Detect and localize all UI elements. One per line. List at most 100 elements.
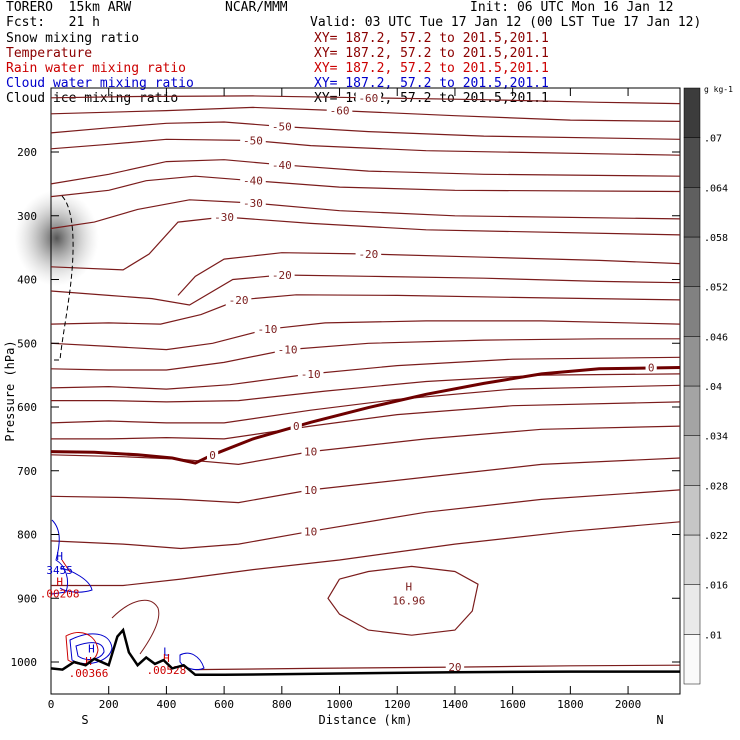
temperature-contour — [50, 489, 681, 550]
axes: 0 200 400 600 800 1000 1200 1400 1600 1800 2000200… — [3, 88, 680, 727]
field-name-rain: Rain water mixing ratio — [6, 61, 187, 76]
x-tick-label: 800 — [272, 698, 292, 711]
colorbar-segment — [683, 236, 701, 287]
center-title: NCAR/MMM — [225, 0, 288, 15]
temperature-contour — [111, 599, 160, 655]
colorbar-segment — [683, 584, 701, 635]
temperature-contour-label: -10 — [278, 344, 298, 357]
y-tick-label: 400 — [17, 274, 37, 287]
temperature-contour-label-bg — [211, 210, 237, 224]
rain-water-contour — [61, 559, 71, 573]
temperature-contour — [50, 320, 681, 351]
temperature-contour — [50, 216, 681, 271]
temperature-contour — [50, 384, 681, 424]
temperature-contours: -60-60-50-50-40-40-30-30-20-20-20-10-10-… — [50, 90, 681, 674]
field-name-cloud-water: Cloud water mixing ratio — [6, 76, 194, 91]
temperature-contour-label: 10 — [304, 446, 317, 459]
temperature-contour-label: -20 — [272, 269, 292, 282]
temperature-contour-label-bg — [301, 524, 320, 538]
temperature-contour-label-bg — [240, 196, 266, 209]
ice-shade-area — [14, 190, 99, 287]
temperature-contour-label: -40 — [272, 159, 292, 172]
y-tick-label: 1000 — [11, 656, 38, 669]
y-tick-label: 600 — [17, 401, 37, 414]
temperature-contour — [50, 138, 681, 156]
temperature-contour-label-bg — [297, 366, 324, 380]
colorbar-unit: g kg-1 — [704, 85, 733, 94]
temperature-contour-label: -50 — [243, 135, 263, 148]
temperature-contour-label: -30 — [214, 211, 234, 224]
temperature-contour-label-bg — [274, 342, 301, 356]
temperature-contour — [50, 274, 681, 306]
ice-shading — [14, 190, 99, 287]
x-tick-label: 2000 — [615, 698, 642, 711]
temperature-contour-label-bg — [269, 119, 295, 133]
freezing-level-label-bg — [645, 360, 657, 374]
colorbar-segment — [683, 385, 701, 436]
terrain — [50, 627, 680, 677]
init-time: Init: 06 UTC Mon 16 Jan 12 — [470, 0, 674, 15]
field-xy-snow: XY= 187.2, 57.2 to 201.5,201.1 — [314, 31, 549, 46]
x-tick-label: 1600 — [499, 698, 526, 711]
temperature-contour-label: -10 — [257, 323, 277, 336]
temperature-contour — [177, 252, 681, 296]
freezing-level-label-bg — [206, 447, 219, 461]
colorbar-tick-label: .01 — [704, 630, 722, 641]
temperature-contour — [51, 401, 681, 440]
cloud-water-contour — [59, 567, 93, 593]
freezing-level-contour — [50, 366, 681, 465]
warm-core-high-label: H — [405, 581, 412, 594]
temperature-contour-label-bg — [301, 482, 320, 496]
colorbar-segment — [683, 336, 701, 387]
colorbar-segment — [683, 435, 701, 486]
colorbar-tick-label: .022 — [704, 531, 728, 542]
temperature-contour — [51, 521, 681, 587]
temperature-contour-label-bg — [301, 444, 320, 458]
temperature-contour — [50, 338, 680, 371]
temperature-contour — [50, 106, 681, 122]
temperature-contour-label-bg — [326, 103, 353, 117]
temperature-contour-label: -50 — [272, 121, 292, 134]
y-tick-label: 300 — [17, 210, 37, 223]
field-xy-temperature: XY= 187.2, 57.2 to 201.5,201.1 — [314, 46, 549, 61]
field-name-snow: Snow mixing ratio — [6, 31, 140, 46]
freezing-level-label: 0 — [209, 449, 216, 462]
temperature-contour-label: -30 — [243, 197, 263, 210]
rain-water-extremum-value: .00208 — [40, 588, 80, 601]
colorbar-segment — [683, 485, 701, 536]
temperature-contour-label: -60 — [358, 92, 378, 105]
temperature-contour-label: -60 — [330, 105, 350, 118]
colorbar-segment — [683, 634, 701, 685]
temperature-contour — [50, 294, 681, 325]
x-tick-label: 1400 — [442, 698, 469, 711]
colorbar-segment — [683, 534, 701, 585]
north-label: N — [656, 713, 663, 727]
temperature-contour-label-bg — [240, 133, 266, 147]
temperature-contour-label-bg — [240, 173, 266, 187]
forecast-hour: Fcst: 21 h — [6, 15, 100, 30]
x-tick-label: 1800 — [557, 698, 584, 711]
temperature-contour-label-bg — [269, 157, 295, 171]
colorbar-tick-label: .04 — [704, 382, 722, 393]
y-tick-label: 900 — [17, 592, 37, 605]
field-xy-rain: XY= 187.2, 57.2 to 201.5,201.1 — [314, 61, 549, 76]
colorbar-segment — [683, 286, 701, 337]
terrain-line — [50, 627, 680, 677]
temperature-contour-label: -40 — [243, 175, 263, 188]
temperature-contour-label: -20 — [358, 248, 378, 261]
x-tick-label: 1000 — [326, 698, 353, 711]
colorbar-tick-label: .064 — [704, 183, 728, 194]
rain-water-extremum-label: H — [163, 652, 170, 665]
field-name-cloud-ice: Cloud ice mixing ratio — [6, 91, 179, 106]
plot-frame — [50, 87, 681, 695]
temperature-contour — [50, 356, 681, 390]
temperature-contour-label: 10 — [304, 525, 317, 538]
rain-water-extremum-label: H — [56, 576, 63, 589]
temperature-contour — [50, 199, 681, 230]
colorbar: .01 .016 .022 .028 .034 .04 .046 .052 .058 .064 .0… — [683, 85, 733, 685]
south-label: S — [81, 713, 88, 727]
temperature-contour-label-bg — [355, 247, 382, 260]
temperature-contour-label: -20 — [229, 294, 249, 307]
temperature-contour-label-bg — [445, 660, 465, 674]
